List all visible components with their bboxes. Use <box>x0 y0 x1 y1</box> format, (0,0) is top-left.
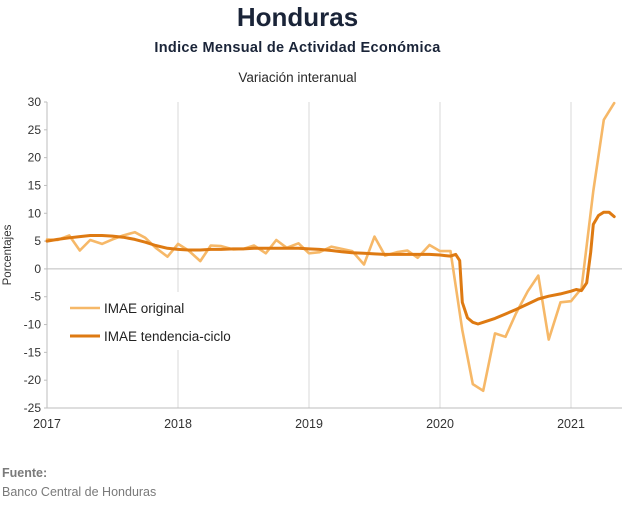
y-tick-label: 15 <box>28 178 42 192</box>
series-line-1 <box>45 101 616 393</box>
y-tick-label: 25 <box>28 123 42 137</box>
source-heading: Fuente: <box>2 466 48 480</box>
y-tick-label: 5 <box>34 234 41 248</box>
y-tick-label: -15 <box>24 345 42 359</box>
source-text: Banco Central de Honduras <box>2 485 157 499</box>
y-axis-label: Porcentajes <box>2 224 14 285</box>
y-tick-label: -25 <box>24 401 42 415</box>
legend-box <box>64 292 244 350</box>
x-tick-label: 2019 <box>295 417 323 431</box>
legend-label: IMAE original <box>104 301 184 316</box>
y-tick-label: -10 <box>24 318 42 332</box>
y-tick-label: 10 <box>28 206 42 220</box>
y-tick-label: 0 <box>34 262 41 276</box>
y-tick-label: -5 <box>30 290 41 304</box>
y-tick-label: 30 <box>28 95 42 109</box>
chart-subtitle: Indice Mensual de Actividad Económica <box>154 40 441 56</box>
x-tick-label: 2018 <box>164 417 192 431</box>
legend-label: IMAE tendencia-ciclo <box>104 329 231 344</box>
x-tick-label: 2021 <box>557 417 585 431</box>
chart-subtitle-secondary: Variación interanual <box>238 70 357 85</box>
y-tick-label: -20 <box>24 373 42 387</box>
y-tick-label: 20 <box>28 151 42 165</box>
x-tick-label: 2017 <box>33 417 61 431</box>
x-tick-label: 2020 <box>426 417 454 431</box>
chart-title: Honduras <box>236 2 359 32</box>
series-line-2 <box>45 210 616 326</box>
